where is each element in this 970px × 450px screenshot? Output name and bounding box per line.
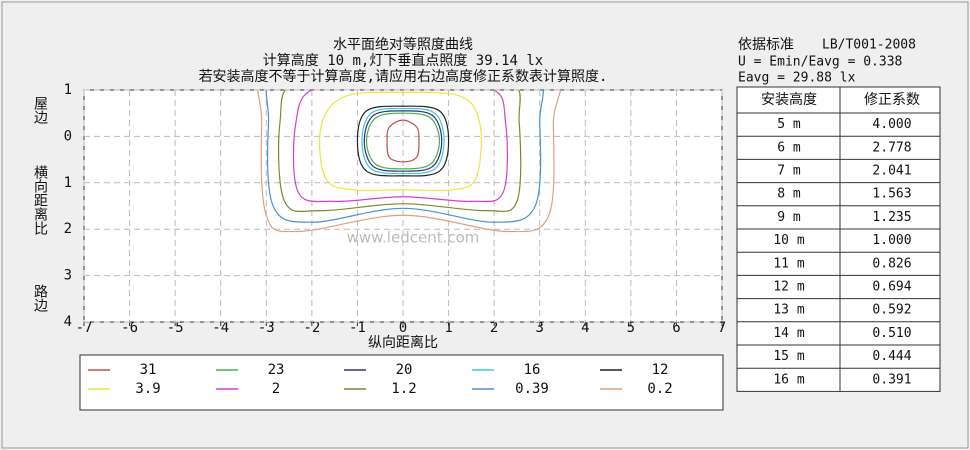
contour-line — [356, 105, 450, 177]
contour-line — [361, 107, 445, 175]
table-cell: 0.510 — [872, 326, 911, 341]
x-tick-label: -3 — [258, 320, 275, 336]
table-cell: 11 m — [773, 256, 804, 271]
table-cell: 2.778 — [872, 140, 911, 155]
legend-label: 3.9 — [135, 381, 160, 397]
y-top-label: 屋边 — [32, 96, 48, 125]
x-tick-label: 1 — [444, 320, 452, 336]
legend-label: 0.39 — [515, 381, 549, 397]
table-cell: 1.563 — [872, 187, 911, 202]
table-cell: 12 m — [773, 280, 804, 295]
x-tick-label: 7 — [718, 320, 726, 336]
x-tick-label: 0 — [399, 320, 407, 336]
table-cell: 4.000 — [872, 117, 911, 132]
correction-table: 安装高度 修正系数 5 m 4.000 6 m 2.778 7 m 2.041 8 m 1.563… — [736, 86, 941, 392]
table-cell: 0.592 — [872, 303, 911, 318]
table-cell: 0.694 — [872, 280, 911, 295]
contour-line — [365, 112, 441, 170]
legend-label: 2 — [272, 381, 280, 397]
table-border — [736, 86, 941, 392]
table-cell: 0.444 — [872, 349, 911, 364]
legend-label: 1.2 — [391, 381, 416, 397]
uniformity: U = Emin/Eavg = 0.338 — [738, 55, 902, 70]
y-axis-label: 横向距离比 — [32, 165, 48, 235]
table-cell: 8 m — [777, 187, 801, 202]
x-tick-label: -2 — [303, 320, 320, 336]
table-header: 修正系数 — [864, 92, 920, 108]
y-tick-label: 0 — [64, 128, 72, 144]
table-cell: 9 m — [777, 210, 801, 225]
contour-line — [278, 90, 522, 213]
table-cell: 1.000 — [872, 233, 911, 248]
grid: -7 -6 -5 -4 -3 -2 -1 0 1 2 3 4 5 6 7 1 0 1 2 3 4 — [64, 82, 727, 336]
standard-label: 依据标准 — [738, 37, 794, 53]
watermark: www.ledcent.com — [347, 229, 480, 247]
x-axis-label: 纵向距离比 — [368, 334, 438, 351]
table-cell: 6 m — [777, 140, 801, 155]
y-tick-label: 1 — [64, 175, 72, 191]
table-cell: 0.826 — [872, 256, 911, 271]
legend-label: 31 — [140, 362, 157, 378]
contour-line — [257, 90, 562, 233]
contour-line — [386, 119, 420, 163]
table-cell: 14 m — [773, 326, 804, 341]
table-cell: 10 m — [773, 233, 804, 248]
table-cell: 0.391 — [872, 372, 911, 387]
table-cell: 13 m — [773, 303, 804, 318]
x-tick-label: 2 — [490, 320, 498, 336]
y-tick-label: 2 — [64, 221, 72, 237]
standard-code: LB/T001-2008 — [822, 38, 916, 53]
legend-label: 12 — [652, 362, 669, 378]
eavg: Eavg = 29.88 lx — [738, 71, 856, 86]
chart-note: 若安装高度不等于计算高度,请应用右边高度修正系数表计算照度. — [199, 68, 608, 85]
table-header: 安装高度 — [761, 91, 817, 108]
x-tick-label: -1 — [349, 320, 366, 336]
contour-line — [292, 90, 508, 203]
x-tick-label: 5 — [627, 320, 635, 336]
contours — [257, 90, 562, 233]
y-tick-label: 4 — [64, 314, 72, 330]
table-cell: 1.235 — [872, 210, 911, 225]
contour-line — [319, 91, 482, 192]
x-tick-label: -4 — [212, 320, 229, 336]
x-tick-label: -6 — [121, 320, 138, 336]
contour-line — [265, 90, 545, 223]
x-tick-label: 3 — [535, 320, 543, 336]
table-cell: 7 m — [777, 164, 801, 179]
y-bottom-label: 路边 — [32, 284, 48, 313]
legend-label: 16 — [524, 362, 541, 378]
table-cell: 16 m — [773, 372, 804, 387]
table-cell: 2.041 — [872, 164, 911, 179]
x-tick-label: 4 — [581, 320, 589, 336]
table-cell: 15 m — [773, 349, 804, 364]
contour-line — [363, 110, 443, 172]
x-tick-label: -7 — [76, 320, 93, 336]
y-tick-label: 1 — [64, 82, 72, 98]
legend-label: 0.2 — [647, 381, 672, 397]
legend-label: 20 — [396, 362, 413, 378]
table-cell: 5 m — [777, 117, 801, 132]
chart-subtitle: 计算高度 10 m,灯下垂直点照度 39.14 lx — [263, 52, 543, 69]
legend-label: 23 — [268, 362, 285, 378]
chart-title: 水平面绝对等照度曲线 — [333, 36, 473, 53]
legend-box — [79, 354, 724, 411]
y-tick-label: 3 — [64, 268, 72, 284]
x-tick-label: -5 — [167, 320, 184, 336]
x-tick-label: 6 — [672, 320, 680, 336]
